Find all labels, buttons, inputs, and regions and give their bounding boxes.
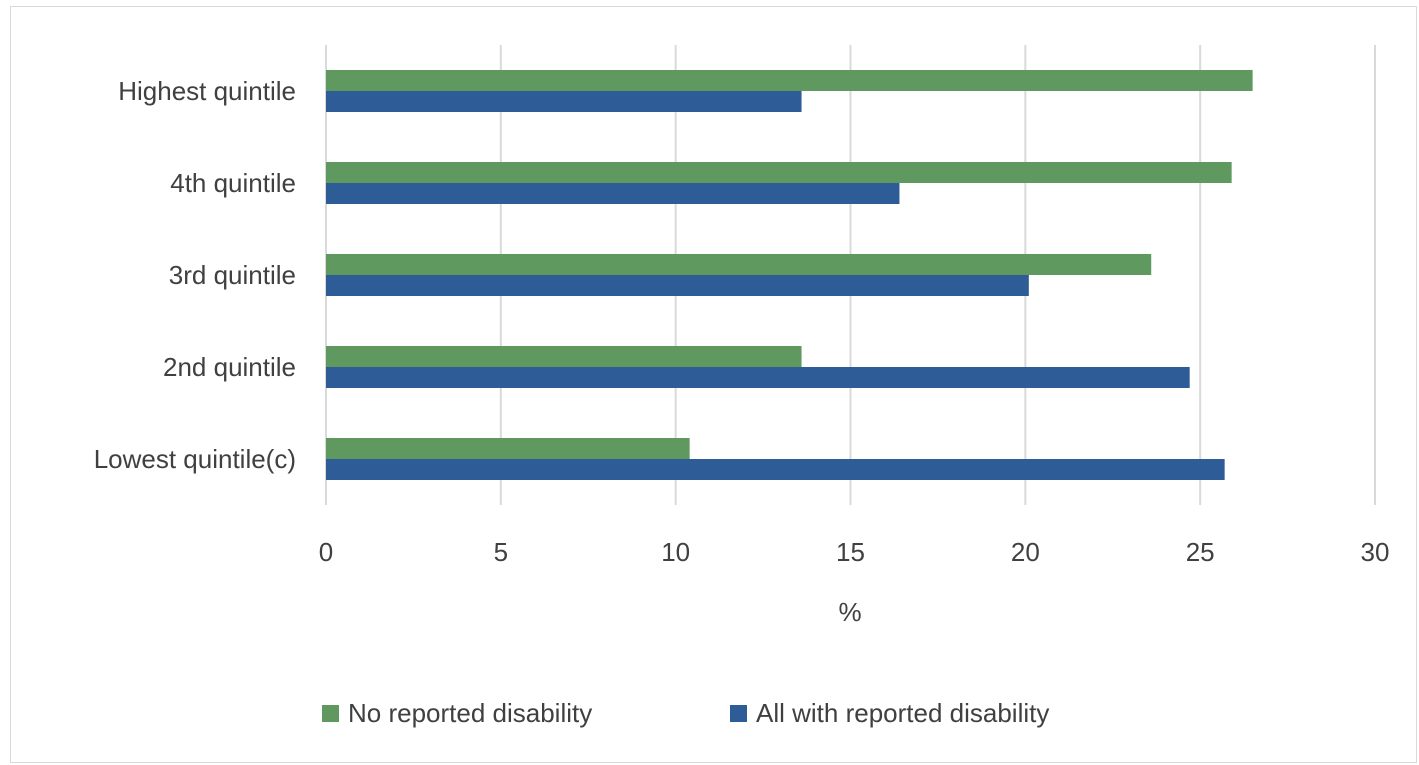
legend-label: All with reported disability [756,698,1049,728]
legend-swatch [730,705,747,722]
bar-with-disability [326,183,900,204]
x-tick-label: 25 [1186,537,1215,567]
bar-with-disability [326,275,1029,296]
bars [326,70,1253,480]
category-labels: Highest quintile 4th quintile 3rd quintile… [94,76,296,474]
x-tick-label: 5 [494,537,508,567]
category-label: 3rd quintile [169,260,296,290]
bar-no-disability [326,162,1232,183]
category-label: 4th quintile [170,168,296,198]
x-tick-label: 30 [1361,537,1390,567]
x-tick-labels: 0 5 10 15 20 25 30 [319,537,1390,567]
legend-label: No reported disability [348,698,592,728]
category-label: 2nd quintile [163,352,296,382]
bar-no-disability [326,346,802,367]
x-tick-label: 20 [1011,537,1040,567]
x-tick-label: 0 [319,537,333,567]
category-label: Highest quintile [118,76,296,106]
bar-no-disability [326,438,690,459]
bar-no-disability [326,254,1152,275]
bar-no-disability [326,70,1253,91]
bar-with-disability [326,459,1225,480]
x-axis-title: % [838,597,861,627]
bar-with-disability [326,91,802,112]
x-tick-label: 10 [661,537,690,567]
bar-with-disability [326,367,1190,388]
legend: No reported disability All with reported … [322,698,1049,728]
x-tick-label: 15 [836,537,865,567]
legend-swatch [322,705,339,722]
category-label: Lowest quintile(c) [94,444,296,474]
